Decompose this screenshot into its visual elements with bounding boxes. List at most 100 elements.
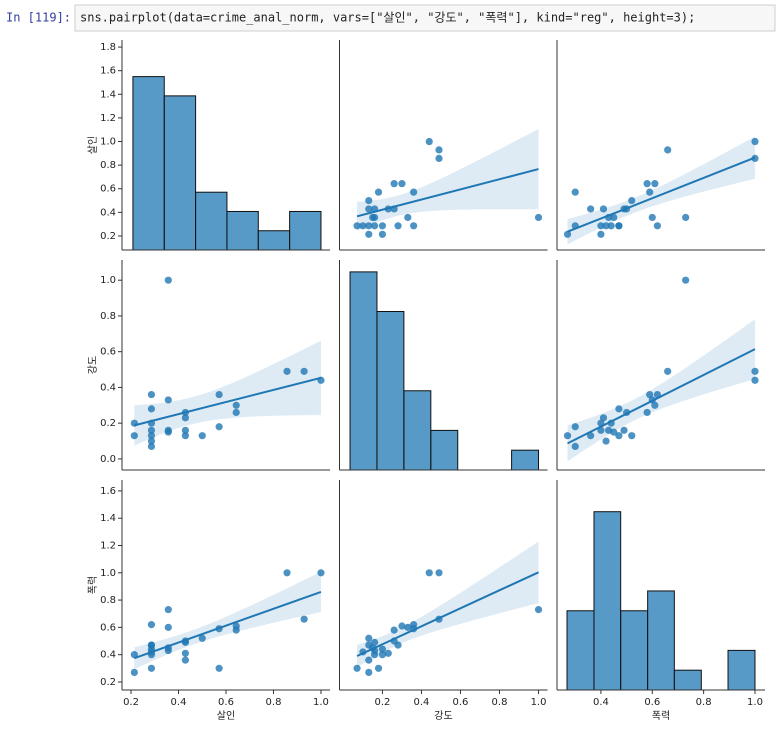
y-tick-label: 0.2 (100, 418, 116, 429)
scatter-point (371, 222, 379, 230)
hist-bar (673, 669, 702, 690)
scatter-point (164, 623, 172, 631)
scatter-point (300, 367, 308, 375)
hist-bar (511, 449, 540, 470)
hist-bar (647, 590, 675, 690)
regression-line (567, 348, 756, 445)
scatter-point (232, 401, 240, 409)
x-tick-label: 0.6 (644, 697, 660, 708)
scatter-point (365, 205, 373, 213)
scatter-point (682, 213, 690, 222)
scatter-point (425, 569, 433, 577)
scatter-point (394, 222, 402, 230)
scatter-point (130, 432, 138, 440)
cell-prompt: In [119]: (6, 11, 71, 25)
scatter-point (371, 213, 379, 222)
scatter-point (751, 367, 759, 375)
y-axis-label: 폭력 (87, 576, 99, 594)
scatter-point (398, 622, 406, 630)
regression-line (356, 571, 539, 657)
scatter-point (534, 606, 543, 614)
scatter-point (181, 414, 189, 422)
hist-bar (727, 649, 756, 690)
scatter-point (164, 276, 172, 284)
scatter-point (435, 146, 443, 154)
panel (353, 541, 543, 676)
scatter-point (353, 222, 361, 230)
scatter-point (682, 276, 690, 284)
code-cell[interactable] (74, 4, 776, 32)
scatter-point (563, 432, 572, 440)
y-axis-label: 강도 (87, 356, 99, 374)
x-axis-label: 강도 (434, 710, 452, 722)
scatter-point (374, 188, 383, 196)
scatter-point (643, 408, 651, 417)
hist-bar (403, 390, 432, 470)
panel (353, 128, 543, 238)
y-axis-label: 살인 (87, 136, 99, 154)
regression-line (134, 376, 322, 427)
hist-bar (430, 429, 459, 470)
hist-bar (132, 76, 165, 250)
scatter-point (164, 646, 172, 655)
scatter-point (365, 634, 373, 642)
scatter-point (435, 154, 443, 162)
scatter-point (147, 442, 156, 451)
scatter-point (610, 213, 618, 222)
hist-bar (257, 230, 291, 250)
hist-bar (163, 95, 197, 250)
scatter-point (147, 390, 156, 399)
scatter-point (615, 432, 623, 440)
y-tick-label: 0.6 (100, 347, 116, 358)
x-tick-label: 0.6 (218, 697, 234, 708)
scatter-point (147, 405, 156, 413)
scatter-point (646, 390, 654, 399)
scatter-point (215, 423, 223, 431)
scatter-point (571, 423, 579, 431)
hist-bar (376, 311, 405, 470)
scatter-point (602, 222, 610, 230)
confidence-band (567, 136, 755, 245)
y-tick-label: 0.2 (100, 231, 116, 242)
scatter-point (571, 188, 579, 196)
scatter-point (607, 222, 615, 230)
scatter-point (300, 615, 308, 623)
scatter-point (353, 664, 361, 672)
scatter-point (130, 668, 138, 676)
confidence-band (134, 340, 321, 446)
regression-line (567, 156, 756, 233)
scatter-point (378, 230, 387, 238)
panel (132, 76, 322, 250)
panel (563, 136, 759, 245)
scatter-point (620, 426, 628, 434)
scatter-point (410, 188, 418, 196)
scatter-point (597, 222, 605, 230)
x-tick-label: 1.0 (313, 697, 329, 708)
scatter-point (283, 367, 291, 375)
panel (349, 271, 540, 470)
scatter-point (599, 205, 608, 213)
scatter-point (181, 656, 189, 664)
scatter-point (534, 213, 543, 222)
y-tick-label: 0.6 (100, 184, 116, 195)
scatter-point (359, 222, 367, 230)
scatter-point (664, 146, 672, 154)
scatter-point (164, 396, 172, 404)
scatter-point (378, 651, 387, 659)
scatter-point (378, 222, 387, 230)
x-tick-label: 0.2 (123, 697, 139, 708)
x-tick-label: 1.0 (747, 697, 763, 708)
scatter-point (435, 569, 443, 577)
y-tick-label: 1.0 (100, 275, 116, 286)
x-tick-label: 0.2 (374, 697, 390, 708)
scatter-point (378, 645, 387, 653)
scatter-point (317, 569, 325, 577)
scatter-point (597, 230, 605, 238)
scatter-point (653, 222, 662, 230)
scatter-point (147, 426, 156, 434)
scatter-point (643, 180, 651, 188)
panel (563, 276, 759, 462)
scatter-point (628, 432, 636, 440)
code-text: sns.pairplot(data=crime_anal_norm, vars=… (80, 11, 695, 25)
